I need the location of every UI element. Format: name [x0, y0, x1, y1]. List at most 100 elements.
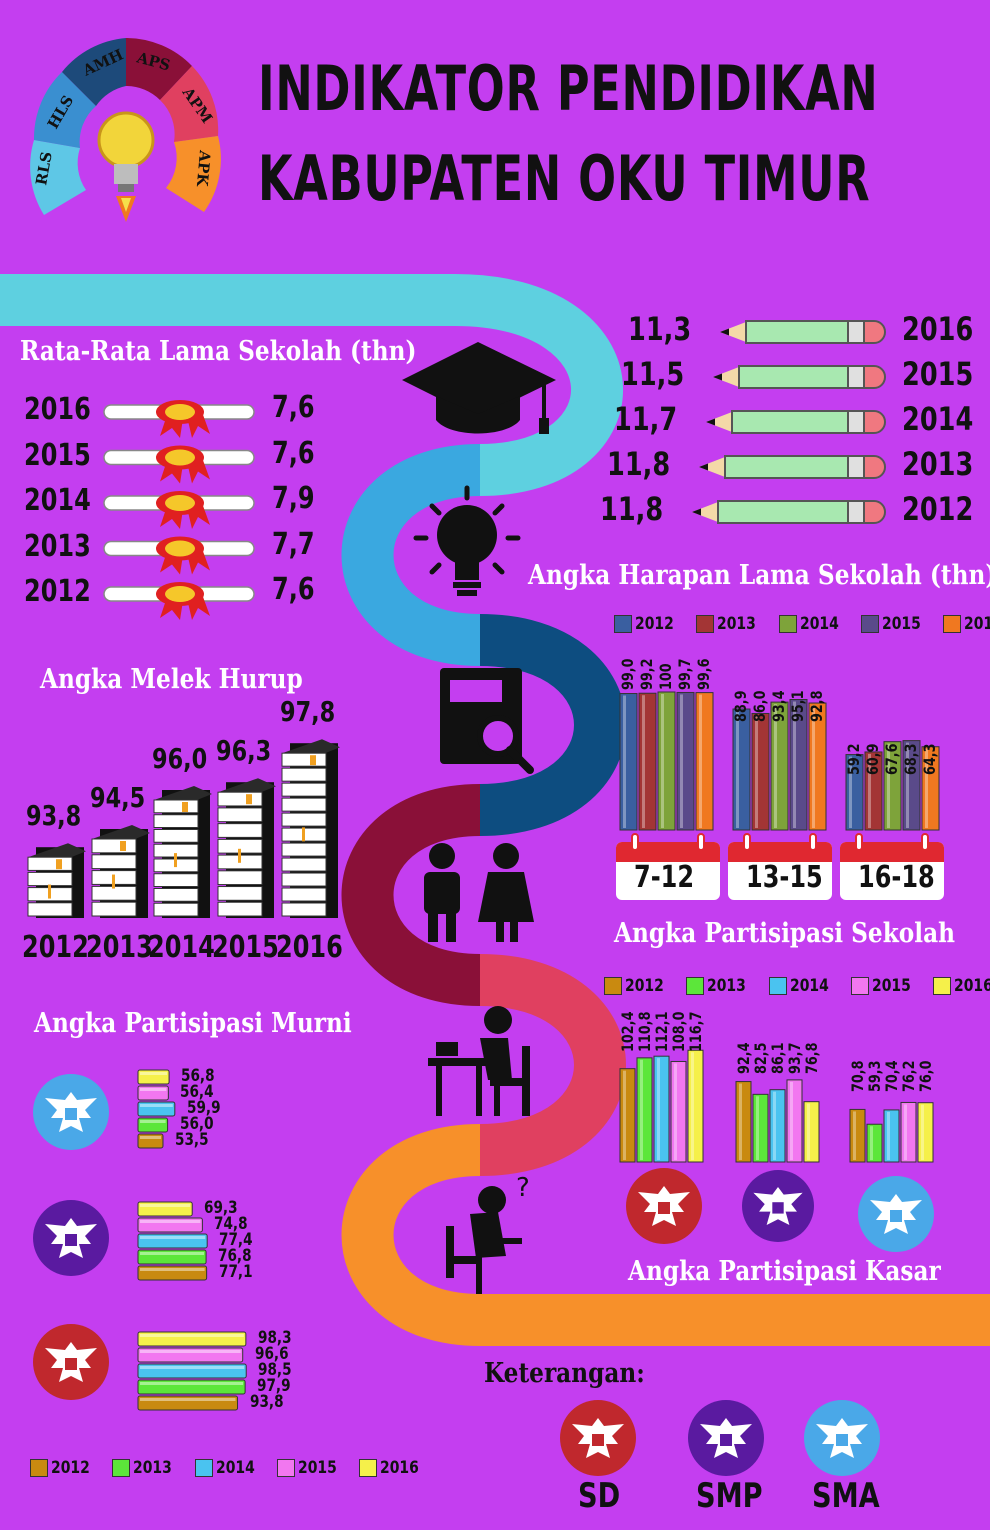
- legend-swatch: [359, 1459, 378, 1477]
- amh-value: 93,8: [26, 799, 82, 833]
- rls-year: 2015: [24, 437, 91, 473]
- apm-value-label: 53,5: [174, 1130, 209, 1150]
- legend-swatch: [943, 615, 962, 633]
- legend-swatch: [860, 615, 879, 633]
- rls-year: 2016: [24, 392, 91, 427]
- legend-label: 2014: [799, 614, 839, 634]
- bar-value-label: 88,9: [731, 690, 750, 722]
- keterangan-sma-label: SMA: [812, 1476, 880, 1516]
- garuda-emblem-icon: [33, 1324, 109, 1400]
- aps-legend: 2012 2013 2014 2015 2016: [614, 614, 990, 634]
- legend-label: 2012: [625, 976, 664, 996]
- logo-segment-apk: [166, 136, 221, 212]
- bar: [137, 1117, 169, 1133]
- legend-item: 2012: [604, 976, 672, 996]
- bar-highlight: [790, 1081, 793, 1160]
- bar-highlight: [140, 1072, 168, 1075]
- legend-item: 2016: [943, 614, 990, 634]
- book-stack-icon: [281, 739, 340, 918]
- bar: [902, 740, 921, 831]
- bar-value-label: 116,7: [686, 1011, 705, 1052]
- bar-value-label: 59,2: [844, 743, 863, 775]
- legend-item: 2012: [30, 1458, 98, 1478]
- apm-legend: 2012 2013 2014 2015 2016: [30, 1458, 428, 1478]
- bar-value-label: 68,3: [901, 743, 920, 775]
- bar-value-label: 76,0: [916, 1060, 935, 1092]
- apm-value-label: 96,6: [254, 1344, 289, 1364]
- students-icon: [424, 843, 534, 942]
- apm-value-label: 77,4: [219, 1230, 253, 1250]
- amh-year: 2016: [276, 930, 343, 965]
- calendar-icon: [840, 833, 944, 900]
- bar: [789, 699, 808, 831]
- keterangan-smp-label: SMP: [696, 1476, 763, 1516]
- bar: [619, 1068, 636, 1163]
- graduation-cap-icon: [402, 342, 556, 434]
- bar: [687, 1049, 704, 1163]
- bar-highlight: [925, 748, 928, 828]
- page-title-line2: KABUPATEN OKU TIMUR: [258, 142, 871, 215]
- bar-highlight: [680, 694, 683, 828]
- apm-value-label: 93,8: [249, 1392, 284, 1412]
- bar-highlight: [140, 1398, 236, 1401]
- diploma-scroll-icon: [103, 445, 255, 484]
- hls-year: 2014: [902, 400, 974, 438]
- bar: [849, 1108, 866, 1163]
- diploma-scroll-icon: [103, 400, 255, 438]
- apm-value-label: 76,8: [218, 1246, 252, 1266]
- bar-highlight: [140, 1268, 205, 1271]
- logo-label-rls: RLS: [32, 150, 56, 186]
- bar-highlight: [140, 1382, 244, 1385]
- bar: [137, 1363, 247, 1379]
- bar-value-label: 99,6: [694, 658, 713, 690]
- bar-value-label: 76,8: [802, 1042, 821, 1074]
- legend-item: 2013: [696, 614, 764, 634]
- apk-legend: 2012 2013 2014 2015 2016: [604, 976, 990, 996]
- bar-highlight: [640, 1059, 643, 1160]
- bar-highlight: [812, 705, 815, 828]
- bar-value-label: 67,6: [882, 743, 901, 775]
- pencil-icon: [699, 455, 886, 479]
- legend-item: 2013: [112, 1458, 180, 1478]
- legend-item: 2014: [768, 976, 837, 996]
- legend-item: 2015: [850, 976, 919, 996]
- bar-highlight: [755, 715, 758, 828]
- bar: [921, 746, 940, 831]
- svg-text:?: ?: [516, 1173, 530, 1203]
- rls-value: 7,6: [272, 390, 315, 425]
- garuda-emblem-icon: [742, 1170, 814, 1242]
- bar: [695, 692, 714, 831]
- legend-swatch: [112, 1459, 131, 1477]
- logo-bulb-icon: [97, 111, 155, 222]
- logo-segment-aps: [126, 38, 192, 100]
- bar-highlight: [756, 1096, 759, 1160]
- bar-highlight: [140, 1104, 173, 1107]
- diploma-scroll-icon: [103, 491, 255, 529]
- bar: [900, 1101, 917, 1163]
- hls-year: 2016: [902, 310, 974, 348]
- legend-item: 2014: [194, 1458, 263, 1478]
- legend-label: 2015: [881, 614, 921, 634]
- bar: [808, 702, 827, 831]
- legend-swatch: [696, 615, 715, 633]
- legend-label: 2015: [297, 1458, 337, 1478]
- garuda-emblem-icon: [33, 1200, 109, 1276]
- bar: [732, 708, 751, 831]
- bar: [137, 1133, 164, 1149]
- apm-title: Angka Partisipasi Murni: [34, 1008, 352, 1039]
- bar-highlight: [849, 756, 852, 828]
- hls-value: 11,8: [600, 490, 664, 528]
- amh-year: 2012: [22, 930, 89, 965]
- thinking-student-icon: ?: [446, 1173, 530, 1294]
- bar-highlight: [699, 694, 702, 828]
- bar-highlight: [853, 1111, 856, 1160]
- hls-value: 11,7: [614, 400, 678, 438]
- apk-title: Angka Partisipasi Kasar: [628, 1256, 941, 1287]
- bar-value-label: 99,7: [675, 658, 694, 690]
- aps-category-label: 7-12: [634, 860, 695, 895]
- apm-value-label: 56,4: [180, 1082, 214, 1102]
- apm-value-label: 98,5: [258, 1360, 292, 1380]
- bar-highlight: [887, 1111, 890, 1160]
- amh-year: 2014: [148, 930, 215, 965]
